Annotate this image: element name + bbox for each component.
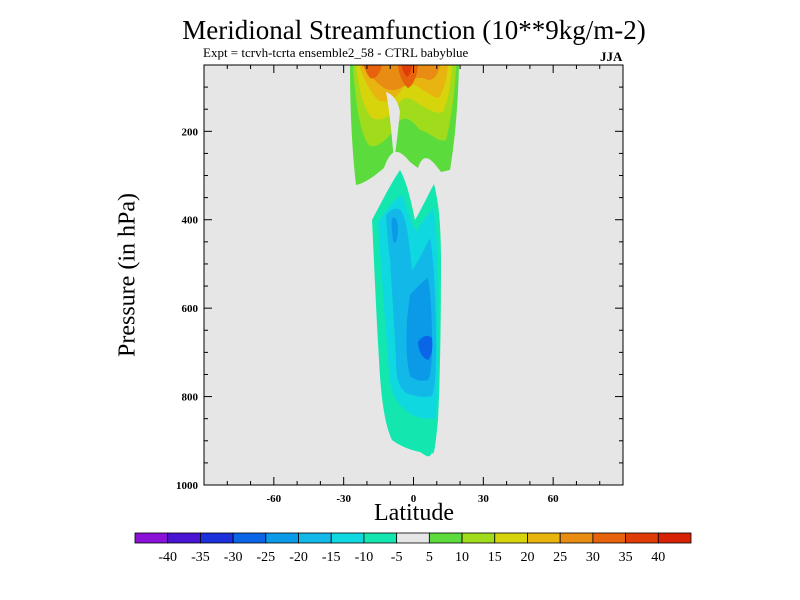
colorbar-label: -5 [391,550,403,565]
colorbar-label: -35 [191,550,210,565]
season-label: JJA [600,49,623,64]
colorbar-swatch [592,532,626,544]
colorbar-swatch [527,532,561,544]
colorbar-swatch [363,532,398,544]
x-tick-label: 30 [478,493,490,505]
colorbar-swatch [625,532,659,544]
colorbar-swatch [494,532,528,544]
y-axis-ticks: 200 400 600 800 1000 [176,126,623,492]
colorbar-label: -10 [355,550,374,565]
y-tick-label: 400 [182,215,199,227]
colorbar-swatch [200,532,234,544]
positive-contours [350,65,459,185]
colorbar: -40 -35 -30 -25 -20 -15 -10 -5 5 10 15 20 25 30 35 40 [134,532,692,565]
x-axis-ticks: -60 -30 0 30 60 [266,65,559,505]
colorbar-label: 35 [619,550,633,565]
colorbar-swatch [232,532,267,544]
colorbar-label: 20 [520,550,534,565]
x-tick-label: -60 [266,493,281,505]
colorbar-label: -15 [322,550,341,565]
contour-30-to-35-left [364,65,382,79]
colorbar-label: 10 [455,550,469,565]
y-tick-label: 200 [182,126,199,138]
contour-minus25-to-minus30 [418,335,433,360]
y-tick-label: 800 [182,392,199,404]
colorbar-label: 40 [651,550,665,565]
chart-subtitle: Expt = tcrvh-tcrta ensemble2_58 - CTRL b… [203,45,469,60]
contour-minus20-small [391,217,398,243]
x-tick-label: 0 [411,493,417,505]
colorbar-label: 5 [426,550,433,565]
x-tick-label: 60 [548,493,560,505]
colorbar-swatch [657,532,692,544]
colorbar-swatch [559,532,594,544]
x-axis-label: Latitude [374,500,454,526]
colorbar-swatch [428,532,463,544]
colorbar-swatch [167,532,201,544]
x-tick-label: -30 [336,493,351,505]
y-tick-label: 600 [182,303,199,315]
y-tick-label: 1000 [176,480,199,492]
colorbar-swatch [330,532,365,544]
colorbar-label: -30 [224,550,243,565]
colorbar-label: 25 [553,550,567,565]
colorbar-label: 30 [586,550,600,565]
contour-35-to-40 [402,65,412,77]
colorbar-label: -40 [158,550,177,565]
contour-hole [386,92,400,160]
colorbar-swatch [134,532,169,544]
colorbar-swatch [396,532,430,544]
chart-title: Meridional Streamfunction (10**9kg/m-2) [182,15,646,45]
minor-ticks [204,65,623,485]
negative-contours [372,170,441,457]
colorbar-swatch [461,532,496,544]
colorbar-label: -25 [256,550,275,565]
colorbar-swatch [298,532,332,544]
colorbar-label: -20 [289,550,308,565]
colorbar-label: 15 [488,550,502,565]
colorbar-swatch [265,532,299,544]
